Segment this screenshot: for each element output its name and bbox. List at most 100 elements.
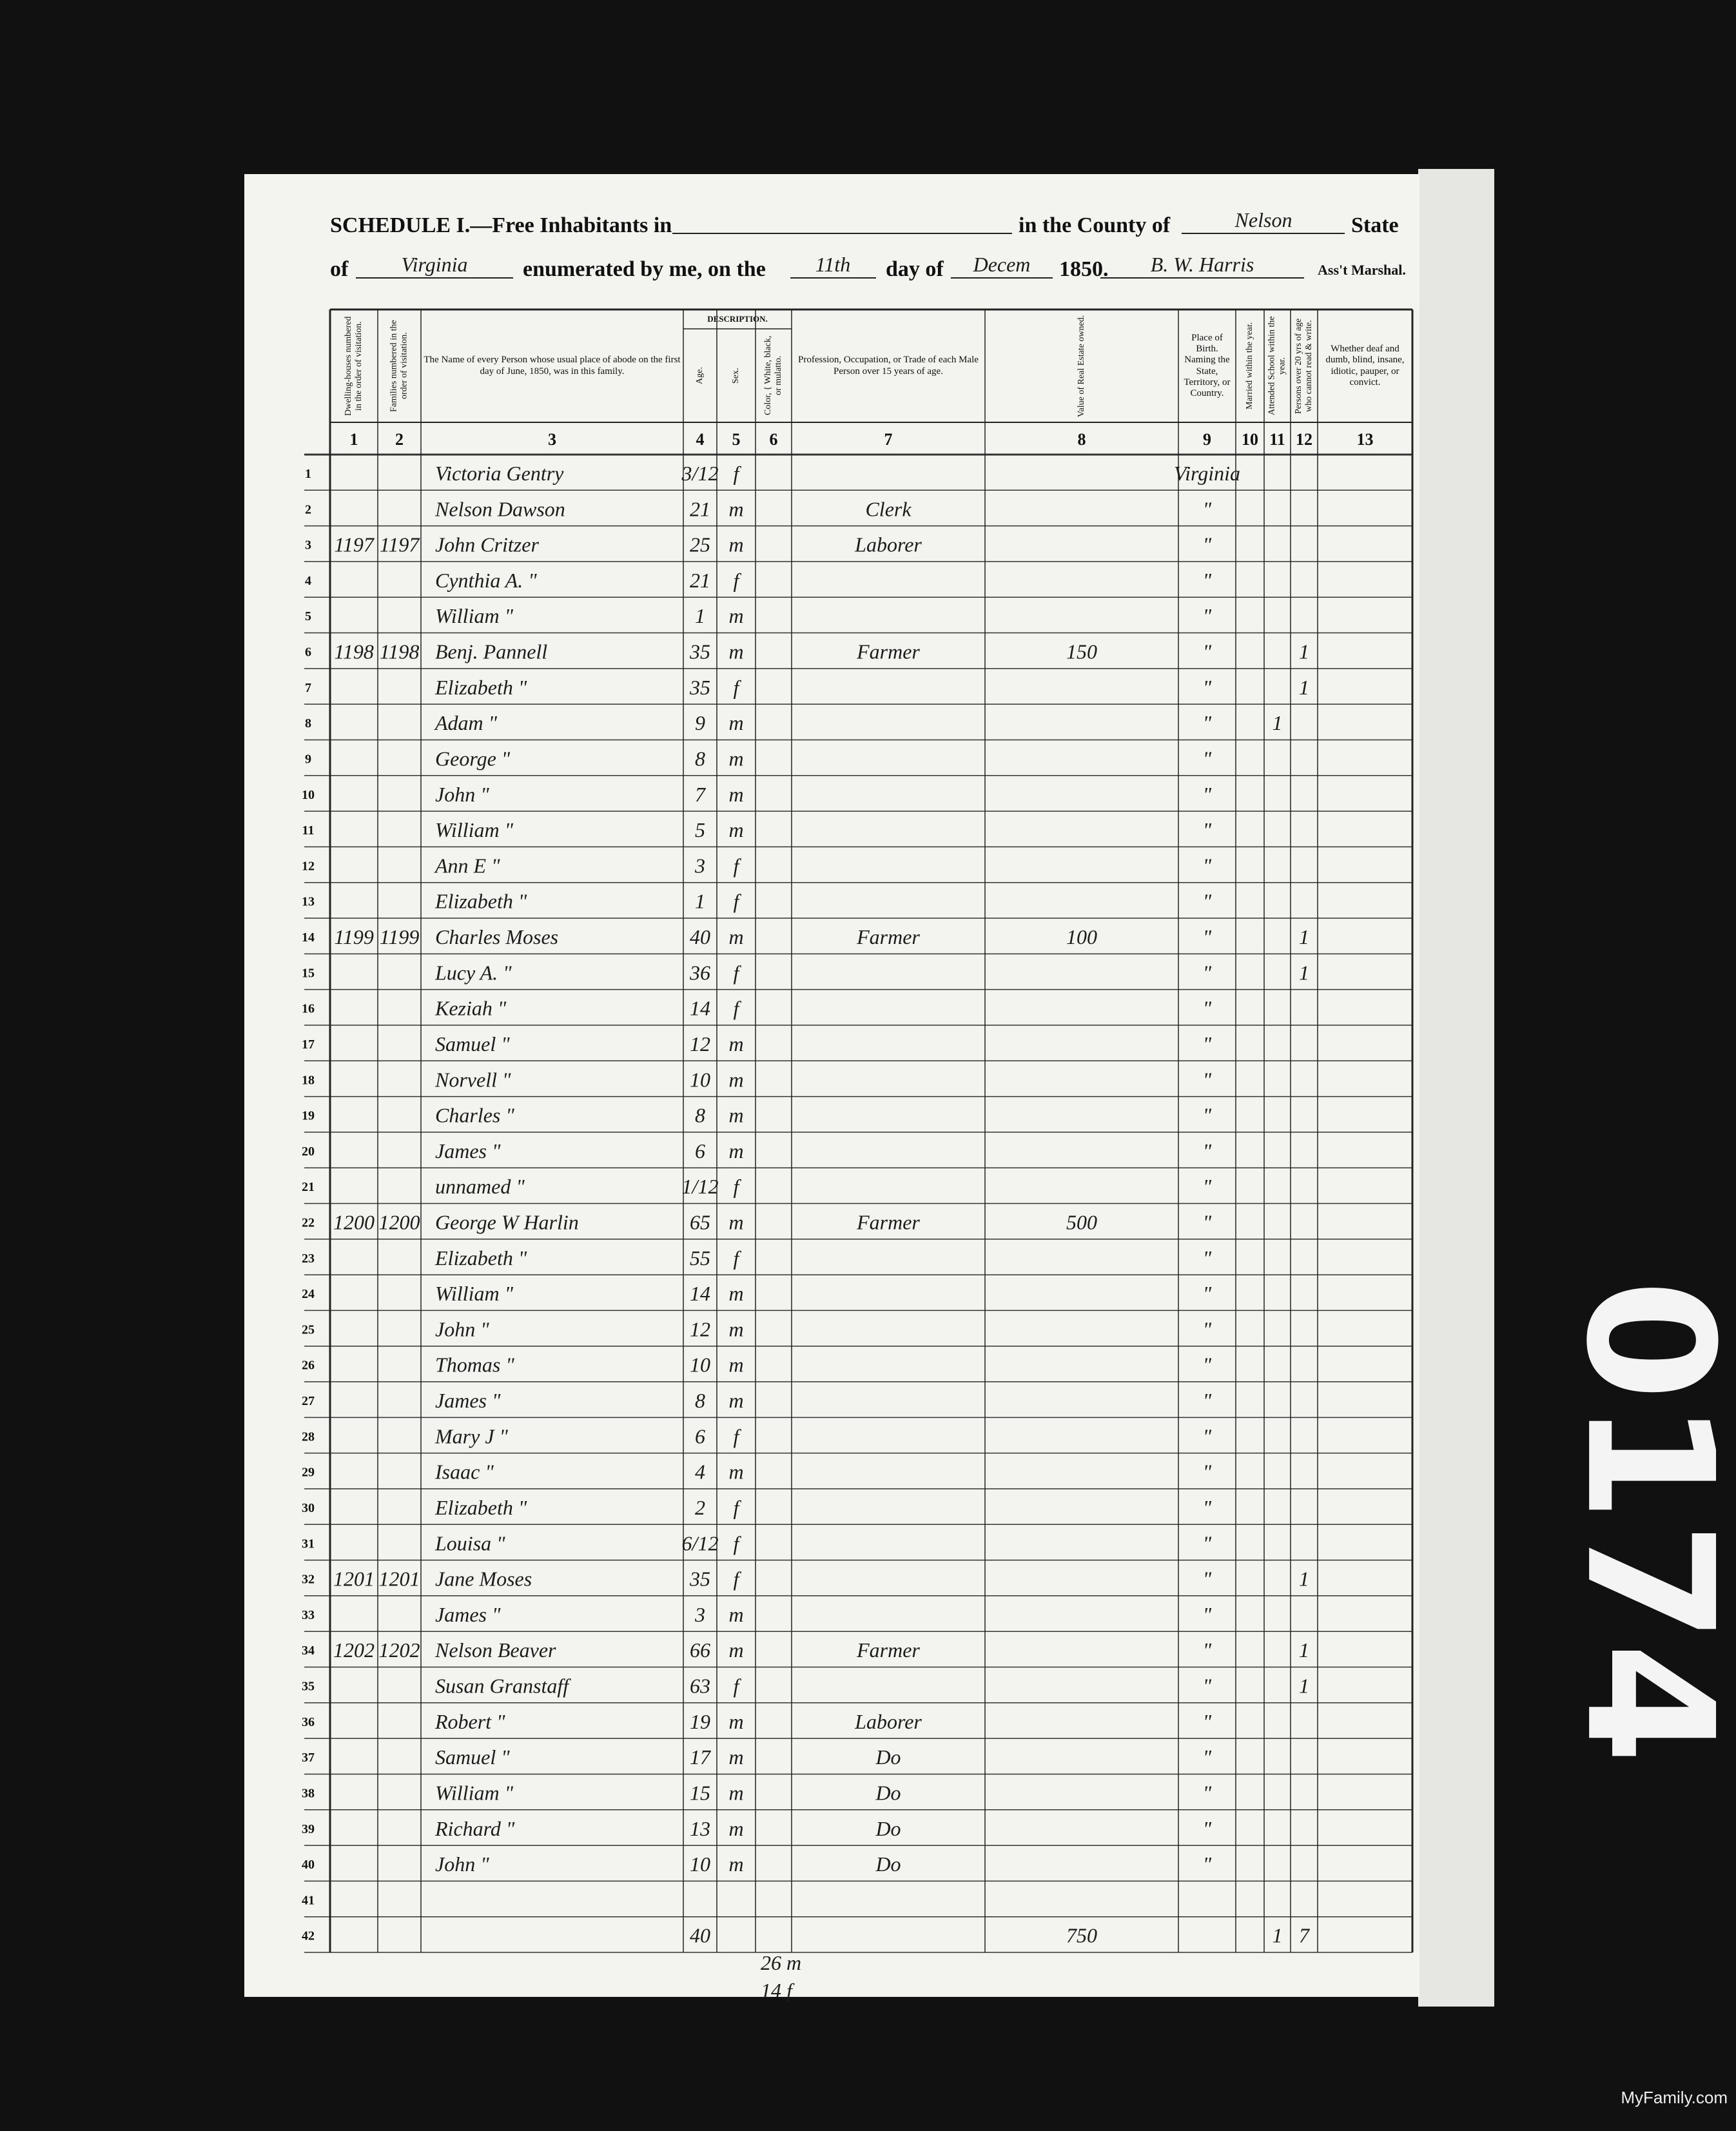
cell-age: 1 — [695, 604, 705, 627]
marshal: B. W. Harris — [1151, 253, 1254, 276]
cell-age: 8 — [695, 747, 705, 770]
cell-name: Samuel " — [435, 1745, 510, 1769]
cell-illiterate: 1 — [1299, 961, 1309, 984]
enumerated-label: enumerated by me, on the — [523, 257, 766, 281]
group-header: DESCRIPTION. — [707, 313, 768, 324]
cell-illiterate: 1 — [1299, 1638, 1309, 1662]
cell-age: 40 — [690, 925, 710, 948]
state-label: State — [1351, 213, 1399, 237]
cell-birthplace: " — [1203, 676, 1212, 699]
cell-birthplace: " — [1203, 640, 1212, 663]
line-number: 18 — [302, 1073, 315, 1087]
film-stamp: 0174 — [1548, 1279, 1736, 1763]
cell-age: 21 — [690, 569, 710, 592]
line-number: 1 — [305, 467, 311, 481]
cell-occupation: Farmer — [856, 640, 920, 663]
line-number: 15 — [302, 966, 315, 980]
cell-illiterate: 1 — [1299, 640, 1309, 663]
cell-birthplace: " — [1203, 997, 1212, 1020]
cell-birthplace: " — [1203, 497, 1212, 520]
column-header: Profession, Occupation, or Trade of each… — [798, 355, 979, 377]
cell-age: 1 — [695, 890, 705, 913]
cell-name: Cynthia A. " — [435, 569, 537, 592]
cell-age: 36 — [689, 961, 710, 984]
cell-name: Charles Moses — [435, 925, 558, 948]
line-number: 20 — [302, 1144, 315, 1159]
cell-family: 1197 — [380, 533, 421, 556]
cell-sex: m — [728, 533, 743, 556]
year: 1850. — [1059, 257, 1109, 281]
cell-age: 7 — [695, 783, 707, 806]
column-header: Color, { White, black, or mulatto. — [763, 335, 783, 416]
cell-birthplace: " — [1203, 1674, 1212, 1698]
cell-sex: m — [728, 1603, 743, 1626]
line-number: 12 — [302, 859, 315, 873]
cell-birthplace: " — [1203, 1817, 1212, 1840]
cell-dwelling: 1199 — [334, 925, 374, 948]
cell-illiterate: 1 — [1299, 1674, 1309, 1698]
cell-value: 750 — [1066, 1924, 1097, 1947]
cell-sex: m — [728, 747, 743, 770]
cell-age: 12 — [690, 1032, 710, 1056]
cell-occupation: Farmer — [856, 1638, 920, 1662]
line-number: 30 — [302, 1501, 315, 1515]
column-header: Place of Birth. Naming the State, Territ… — [1184, 332, 1231, 398]
line-number: 33 — [302, 1608, 315, 1622]
line-number: 32 — [302, 1573, 315, 1587]
cell-birthplace: " — [1203, 1603, 1212, 1626]
cell-birthplace: " — [1203, 1353, 1212, 1377]
column-number: 8 — [1078, 430, 1086, 449]
cell-sex: m — [728, 818, 743, 841]
column-header: Attended School within the year. — [1267, 316, 1287, 416]
line-number: 26 — [302, 1359, 315, 1373]
line-number: 2 — [305, 502, 311, 516]
column-number: 12 — [1296, 430, 1312, 449]
cell-family: 1201 — [379, 1567, 420, 1591]
cell-occupation: Clerk — [865, 497, 912, 520]
cell-name: William " — [435, 1781, 514, 1804]
column-number: 9 — [1203, 430, 1211, 449]
cell-age: 14 — [690, 1282, 710, 1305]
cell-birthplace: " — [1203, 961, 1212, 984]
line-number: 10 — [302, 788, 315, 802]
line-number: 13 — [302, 895, 315, 909]
line-number: 28 — [302, 1429, 315, 1444]
column-header: Persons over 20 yrs of age who cannot re… — [1293, 318, 1314, 414]
cell-name: Isaac " — [434, 1460, 494, 1484]
cell-family: 1200 — [379, 1211, 420, 1234]
cell-age: 6/12 — [682, 1531, 719, 1555]
line-number: 31 — [302, 1537, 315, 1551]
cell-name: John " — [435, 1317, 489, 1340]
cell-birthplace: " — [1203, 1139, 1212, 1163]
column-number: 4 — [696, 430, 705, 449]
line-number: 29 — [302, 1466, 315, 1480]
cell-sex: m — [728, 1460, 743, 1484]
cell-birthplace: Virginia — [1174, 462, 1240, 485]
line-number: 17 — [302, 1037, 315, 1052]
column-number: 10 — [1242, 430, 1258, 449]
cell-sex: m — [728, 640, 743, 663]
column-header: Value of Real Estate owned. — [1076, 315, 1086, 417]
cell-dwelling: 1202 — [333, 1638, 375, 1662]
line-number: 34 — [302, 1644, 315, 1658]
cell-age: 10 — [690, 1068, 710, 1091]
cell-age: 66 — [690, 1638, 710, 1662]
cell-name: John " — [435, 783, 489, 806]
cell-birthplace: " — [1203, 854, 1212, 877]
cell-sex: m — [728, 1389, 743, 1412]
cell-name: William " — [435, 818, 514, 841]
cell-name: Elizabeth " — [434, 1246, 527, 1270]
line-number: 8 — [305, 716, 311, 731]
cell-value: 150 — [1066, 640, 1097, 663]
cell-sex: m — [728, 1781, 743, 1804]
cell-sex: m — [728, 1211, 743, 1234]
cell-name: William " — [435, 604, 514, 627]
cell-name: James " — [435, 1389, 501, 1412]
cell-birthplace: " — [1203, 1068, 1212, 1091]
cell-sex: m — [728, 711, 743, 734]
cell-name: Elizabeth " — [434, 1496, 527, 1519]
cell-sex: m — [728, 1032, 743, 1056]
cell-occupation: Laborer — [854, 1710, 922, 1733]
